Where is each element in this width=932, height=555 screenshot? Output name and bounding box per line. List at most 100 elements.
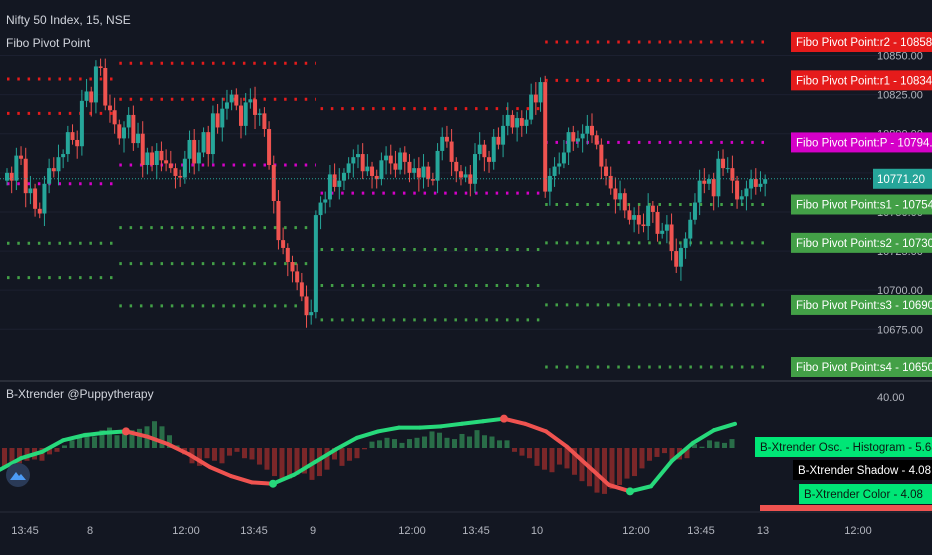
histogram-bar-9 (69, 440, 75, 448)
candle-body-62 (295, 271, 300, 283)
histogram-bar-94 (707, 440, 712, 448)
histogram-bar-73 (549, 448, 555, 473)
candle-body-29 (140, 133, 145, 166)
candle-body-49 (234, 94, 239, 106)
candle-body-140 (660, 230, 665, 234)
pivot-labels-layer: Fibo Pivot Point:r2 - 10858.61 Fibo Pivot… (755, 32, 932, 504)
candle-body-90 (426, 166, 431, 180)
histogram-bar-37 (279, 448, 285, 482)
histogram-bar-0 (2, 448, 7, 468)
candle-body-143 (674, 251, 679, 267)
candle-body-88 (416, 168, 421, 178)
osc-turn-dot-24 (500, 414, 508, 423)
osc-line-seg-3 (61, 433, 86, 443)
histogram-bar-50 (377, 440, 382, 448)
histogram-bar-95 (714, 441, 720, 448)
candle-body-89 (421, 166, 426, 178)
candle-body-54 (257, 113, 262, 115)
candle-body-91 (430, 179, 435, 181)
candle-body-51 (243, 102, 248, 126)
histogram-bar-21 (159, 426, 165, 448)
candle-body-120 (566, 132, 571, 153)
candle-body-83 (393, 163, 398, 170)
x-tick-label-2: 12:00 (172, 525, 200, 537)
pivot-label-text-4: Fibo Pivot Point:s2 - 10730.25 (796, 238, 932, 250)
candle-body-162 (763, 179, 768, 184)
candle-body-60 (285, 247, 290, 263)
candle-body-113 (533, 94, 538, 103)
candle-body-15 (75, 139, 80, 147)
candle-body-159 (749, 179, 754, 189)
candle-body-79 (374, 175, 379, 180)
candle-body-131 (618, 193, 623, 200)
oscillator-title[interactable]: B-Xtrender @Puppytherapy (6, 387, 154, 401)
candle-body-22 (107, 105, 112, 111)
histogram-bar-63 (474, 430, 480, 448)
candle-body-94 (444, 136, 449, 142)
candle-body-20 (98, 66, 103, 68)
histogram-bar-84 (632, 448, 637, 477)
osc-line-seg-11 (229, 474, 254, 485)
candle-body-138 (650, 205, 655, 212)
candle-body-68 (323, 199, 328, 203)
candle-body-45 (215, 113, 220, 128)
candle-body-65 (309, 312, 314, 316)
pivot-label-box-4 (791, 232, 932, 253)
candle-body-114 (538, 82, 543, 103)
histogram-bar-45 (339, 448, 345, 466)
candle-body-146 (688, 219, 693, 239)
histogram-bar-57 (429, 431, 435, 448)
candle-body-48 (229, 94, 234, 103)
candle-body-11 (56, 157, 61, 172)
candle-body-152 (716, 158, 721, 197)
candle-body-16 (79, 100, 84, 147)
candle-body-30 (145, 152, 150, 166)
candle-body-154 (725, 168, 730, 170)
candle-body-57 (271, 165, 276, 201)
histogram-bar-11 (84, 432, 90, 448)
candle-body-111 (524, 119, 529, 126)
candle-body-102 (482, 144, 487, 158)
candle-body-84 (398, 152, 403, 170)
osc-line-seg-33 (691, 428, 716, 445)
histogram-bar-43 (324, 448, 330, 470)
candle-body-21 (103, 67, 108, 106)
candle-body-160 (753, 179, 758, 187)
candle-body-33 (159, 150, 164, 161)
osc-line-seg-32 (670, 440, 695, 463)
candle-body-132 (622, 193, 627, 211)
candle-body-31 (150, 152, 155, 166)
histogram-bar-28 (212, 448, 217, 461)
osc-label-text-1: B-Xtrender Shadow - 4.08 (798, 465, 931, 477)
histogram-bar-15 (114, 435, 120, 448)
candle-body-161 (758, 183, 763, 187)
histogram-bar-91 (684, 448, 690, 459)
candle-body-149 (702, 180, 707, 184)
candle-body-4 (23, 158, 28, 194)
candle-body-74 (351, 157, 356, 164)
candle-body-129 (608, 175, 613, 189)
histogram-bar-68 (512, 448, 517, 452)
candle-body-43 (206, 132, 211, 155)
symbol-title[interactable]: Nifty 50 Index, 15, NSE (6, 13, 131, 27)
osc-line-seg-34 (712, 421, 737, 433)
candle-body-9 (47, 168, 52, 184)
candle-body-116 (547, 175, 552, 192)
indicator-title[interactable]: Fibo Pivot Point (6, 36, 91, 50)
histogram-bar-81 (609, 448, 615, 489)
osc-line-seg-31 (649, 458, 674, 489)
candle-body-158 (744, 188, 749, 197)
y-tick-label-7: 10675.00 (877, 324, 923, 336)
candle-body-73 (346, 163, 351, 173)
candle-body-105 (496, 136, 501, 145)
histogram-bar-39 (294, 448, 300, 475)
candle-body-134 (632, 215, 637, 220)
mountain-logo-icon-shape (10, 472, 26, 480)
candle-body-36 (173, 168, 178, 176)
histogram-bar-29 (219, 448, 225, 464)
candle-body-156 (735, 180, 740, 200)
histogram-bar-44 (332, 448, 337, 460)
osc-line-seg-1 (19, 449, 44, 461)
